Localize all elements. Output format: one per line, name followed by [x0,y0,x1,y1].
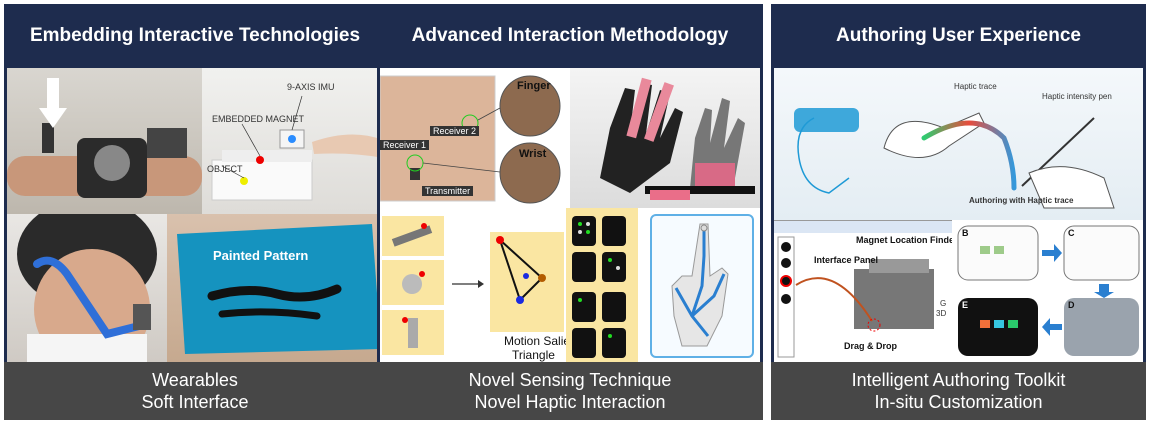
ear-wearable-photo [7,214,167,362]
panel-embedding: Embedding Interactive Technologies [4,4,386,420]
step-b-label: B [962,228,969,238]
panel-title: Embedding Interactive Technologies [4,4,386,68]
footer-line-2: Soft Interface [141,392,249,412]
intensity-pen-label: Haptic intensity pen [1042,92,1112,101]
panel-figure: 9-AXIS IMU EMBEDDED MAGNET OBJECT Painte… [4,68,386,362]
painted-pattern-photo: Painted Pattern [167,214,383,362]
haptic-trace-label: Haptic trace [954,82,997,91]
panel-authoring: Authoring User Experience Haptic t [771,4,1146,420]
finger-label: Finger [517,80,551,92]
haptic-array-figure [566,208,638,362]
panel-figure: Haptic trace Haptic intensity pen Author… [771,68,1146,362]
panel-figure: Finger Wrist Receiver 2 Receiver 1 Trans… [377,68,763,362]
step-e-label: E [962,300,969,310]
footer-line-1: Intelligent Authoring Toolkit [851,370,1066,390]
panel-footer: Novel Sensing Technique Novel Haptic Int… [377,362,763,420]
imu-label: 9-AXIS IMU [287,82,335,92]
footer-line-2: Novel Haptic Interaction [474,392,666,412]
receiver2-label: Receiver 2 [430,126,480,136]
painted-pattern-label: Painted Pattern [213,248,309,263]
hand-skeleton-figure [650,214,754,358]
embedded-magnet-photo: 9-AXIS IMU EMBEDDED MAGNET OBJECT [202,68,383,214]
wrist-label: Wrist [519,148,547,160]
magnet-finder-label: Magnet Location Finder [856,235,952,245]
object-label: OBJECT [207,164,243,174]
g-label: G [940,299,947,308]
panel-footer: Wearables Soft Interface [4,362,386,420]
wrist-device-photo [7,68,202,214]
footer-line-2: In-situ Customization [874,392,1043,412]
customization-flow-figure: B C D E [954,220,1143,362]
triangle-label: Triangle [512,348,555,362]
haptic-glove-photo [570,68,760,208]
transmitter-label: Transmitter [422,186,474,196]
motion-salient-label: Motion Salient [504,334,581,348]
drag-drop-label: Drag & Drop [844,341,898,351]
panel-title: Authoring User Experience [771,4,1146,68]
panel-footer: Intelligent Authoring Toolkit In-situ Cu… [771,362,1146,420]
footer-line-1: Wearables [152,370,238,390]
panel-title: Advanced Interaction Methodology [377,4,763,68]
footer-line-1: Novel Sensing Technique [468,370,672,390]
panel-interaction: Advanced Interaction Methodology Finger … [377,4,763,420]
interface-panel-label: Interface Panel [814,255,879,265]
magnet-label: EMBEDDED MAGNET [212,114,305,124]
three-d-label: 3D [936,309,947,318]
sensing-setup-photo: Finger Wrist Receiver 2 Receiver 1 Trans… [380,68,570,208]
authoring-haptic-label: Authoring with Haptic trace [969,196,1074,205]
receiver1-label: Receiver 1 [380,140,430,150]
step-c-label: C [1068,228,1075,238]
interface-panel-figure: Magnet Location Finder Interface Panel D… [774,220,952,362]
step-d-label: D [1068,300,1075,310]
haptic-trace-figure: Haptic trace Haptic intensity pen Author… [774,68,1143,220]
